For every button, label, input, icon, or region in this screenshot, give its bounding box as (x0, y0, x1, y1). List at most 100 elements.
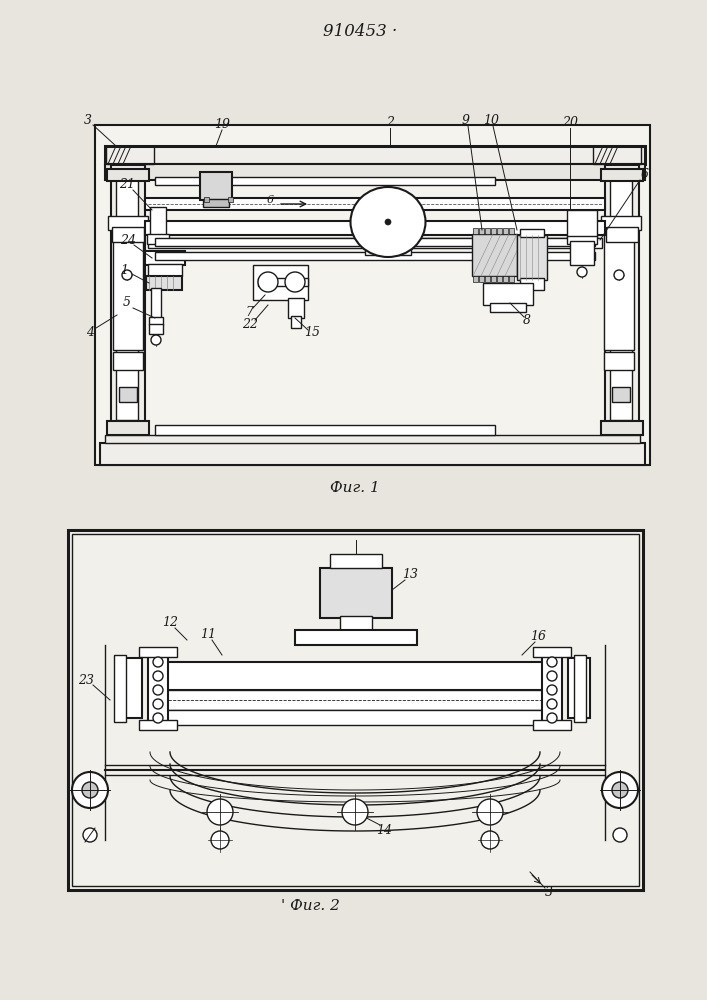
Circle shape (547, 713, 557, 723)
Bar (112, 227, 144, 242)
Bar (542, 655, 562, 725)
Bar (491, 228, 496, 234)
Text: 11: 11 (200, 628, 216, 641)
Bar (295, 630, 417, 645)
Bar (509, 228, 514, 234)
Bar (601, 169, 643, 181)
Bar (95, 125, 650, 465)
Bar (139, 720, 177, 730)
Bar (497, 228, 502, 234)
Bar (114, 655, 126, 722)
Bar (483, 283, 533, 305)
Circle shape (602, 772, 638, 808)
Bar (68, 530, 643, 890)
Bar (491, 276, 496, 282)
Bar (503, 228, 508, 234)
Bar (147, 234, 169, 244)
Text: ' Фиг. 2: ' Фиг. 2 (281, 899, 339, 913)
Bar (258, 278, 308, 286)
Circle shape (207, 799, 233, 825)
Text: 23: 23 (78, 674, 94, 686)
Text: 2: 2 (386, 115, 394, 128)
Bar (330, 554, 382, 568)
Circle shape (547, 657, 557, 667)
Circle shape (547, 685, 557, 695)
Circle shape (477, 799, 503, 825)
Text: 7: 7 (245, 306, 253, 318)
Bar (533, 720, 571, 730)
Text: 910453 ·: 910453 · (323, 23, 397, 40)
Bar (204, 197, 209, 202)
Text: 15: 15 (304, 326, 320, 340)
Bar (105, 164, 645, 180)
Bar (605, 165, 639, 425)
Bar (107, 421, 149, 435)
Bar (119, 387, 137, 402)
Bar (288, 298, 304, 318)
Bar (517, 235, 547, 280)
Text: 10: 10 (483, 113, 499, 126)
Bar (604, 230, 634, 350)
Circle shape (72, 772, 108, 808)
Text: 21: 21 (119, 178, 135, 192)
Circle shape (82, 782, 98, 798)
Bar (340, 616, 372, 632)
Bar (155, 177, 495, 185)
Bar (612, 387, 630, 402)
Bar (473, 228, 478, 234)
Text: 4: 4 (86, 326, 94, 338)
Text: 3: 3 (84, 113, 92, 126)
Bar (150, 207, 166, 237)
Bar (291, 316, 301, 328)
Bar (520, 229, 544, 237)
Bar (568, 658, 590, 718)
Bar (139, 647, 177, 657)
Bar (100, 443, 645, 465)
Bar (111, 165, 145, 425)
Circle shape (153, 713, 163, 723)
Text: 12: 12 (162, 615, 178, 629)
Bar (601, 216, 641, 230)
Bar (149, 324, 163, 334)
Bar (151, 288, 161, 320)
Bar (108, 216, 148, 230)
Circle shape (211, 831, 229, 849)
Bar (606, 227, 638, 242)
Bar (473, 276, 478, 282)
Bar (145, 251, 185, 265)
Bar (155, 690, 555, 710)
Bar (593, 146, 641, 164)
Circle shape (577, 267, 587, 277)
Circle shape (614, 270, 624, 280)
Bar (520, 278, 544, 290)
Circle shape (122, 270, 132, 280)
Bar (533, 647, 571, 657)
Bar (253, 265, 308, 300)
Bar (200, 172, 232, 200)
Ellipse shape (351, 187, 426, 257)
Bar (485, 276, 490, 282)
Bar (106, 146, 154, 164)
Bar (601, 421, 643, 435)
Bar (155, 710, 555, 725)
Text: 20: 20 (562, 115, 578, 128)
Bar (503, 276, 508, 282)
Text: 19: 19 (214, 117, 230, 130)
Bar (203, 199, 229, 207)
Bar (145, 221, 605, 235)
Bar (365, 239, 411, 255)
Circle shape (547, 671, 557, 681)
Text: 6: 6 (641, 168, 649, 182)
Text: 22: 22 (242, 318, 258, 332)
Bar (570, 241, 594, 265)
Bar (320, 568, 392, 618)
Bar (148, 264, 182, 276)
Circle shape (153, 671, 163, 681)
Bar (490, 303, 526, 312)
Bar (604, 352, 634, 370)
Bar (155, 238, 595, 246)
Bar (155, 662, 555, 690)
Bar (116, 180, 138, 420)
Circle shape (612, 782, 628, 798)
Bar (479, 228, 484, 234)
